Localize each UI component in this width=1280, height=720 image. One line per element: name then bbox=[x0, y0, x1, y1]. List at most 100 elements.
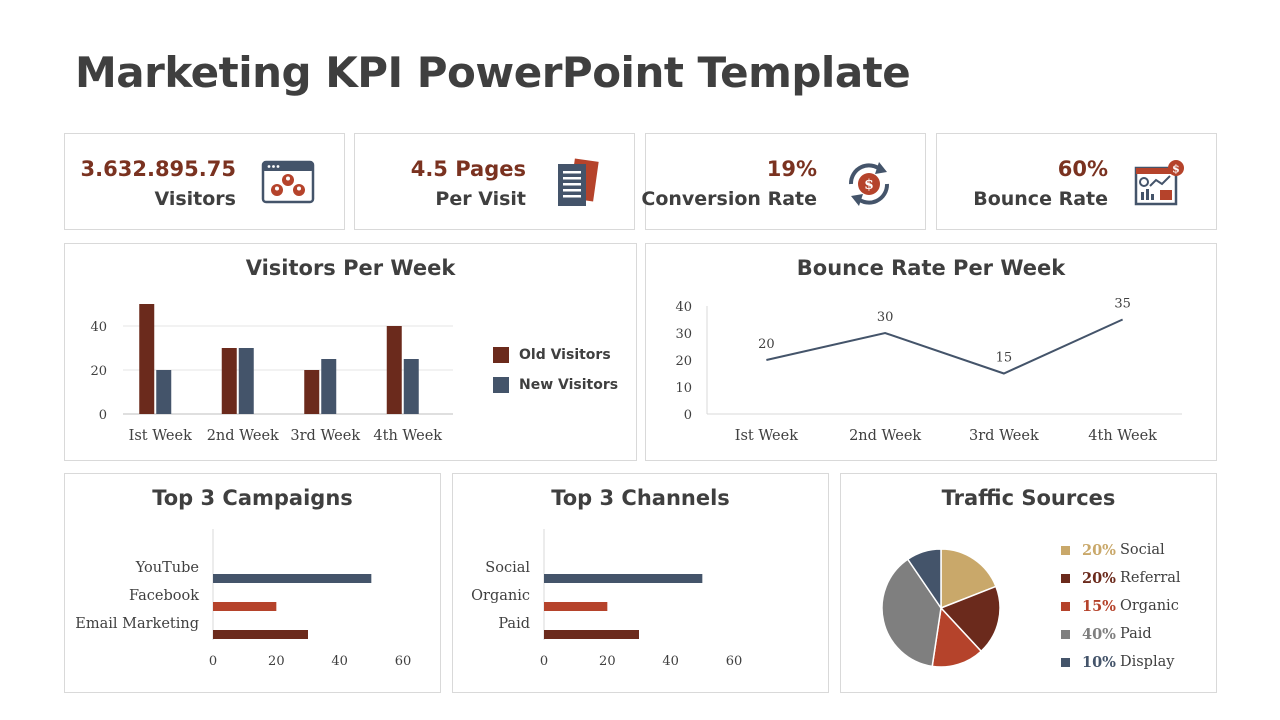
y-tick-label: 40 bbox=[675, 300, 692, 315]
bar-old-visitors bbox=[304, 370, 320, 414]
category-label: Paid bbox=[498, 616, 530, 632]
bar-new-visitors bbox=[238, 348, 254, 414]
x-tick-label: 4th Week bbox=[373, 428, 442, 444]
chart-title: Bounce Rate Per Week bbox=[796, 256, 1066, 280]
bar-old-visitors bbox=[386, 326, 402, 414]
legend-percent: 20% bbox=[1082, 569, 1116, 587]
pie-slice-display bbox=[906, 548, 942, 611]
data-label: 35 bbox=[1114, 297, 1131, 312]
kpi-value: 60% bbox=[1057, 157, 1108, 181]
bar-social bbox=[544, 574, 703, 583]
bar-facebook bbox=[213, 602, 277, 611]
bar-new-visitors bbox=[156, 370, 172, 414]
bar-organic bbox=[544, 602, 608, 611]
bar-old-visitors bbox=[139, 304, 155, 414]
category-label: YouTube bbox=[135, 560, 199, 576]
data-label: 15 bbox=[996, 351, 1013, 366]
category-label: Email Marketing bbox=[75, 616, 199, 632]
legend-percent: 20% bbox=[1082, 541, 1116, 559]
bar-paid bbox=[544, 630, 639, 639]
chart-legend: Old Visitors New Visitors bbox=[493, 340, 618, 400]
bounce-dashboard-icon: $ bbox=[1134, 160, 1184, 206]
legend-item-paid: 40% Paid bbox=[1061, 620, 1181, 648]
kpi-value: 3.632.895.75 bbox=[80, 157, 236, 181]
kpi-value: 19% bbox=[766, 157, 817, 181]
bar-new-visitors bbox=[321, 359, 337, 414]
legend-swatch bbox=[1061, 601, 1070, 611]
kpi-label: Bounce Rate bbox=[973, 188, 1108, 210]
legend-item-new-visitors: New Visitors bbox=[493, 370, 618, 400]
legend-item-old-visitors: Old Visitors bbox=[493, 340, 618, 370]
pie-legend: 20% Social 20% Referral 15% Organic 40% Paid 10%… bbox=[1061, 536, 1181, 676]
pie-slice-social bbox=[940, 548, 997, 610]
legend-label: Old Visitors bbox=[519, 347, 611, 363]
legend-item-display: 10% Display bbox=[1061, 648, 1181, 676]
legend-percent: 10% bbox=[1082, 653, 1116, 671]
legend-item-referral: 20% Referral bbox=[1061, 564, 1181, 592]
y-tick-label: 10 bbox=[675, 381, 692, 396]
legend-label: Display bbox=[1119, 654, 1175, 670]
legend-swatch bbox=[1061, 545, 1070, 555]
traffic-sources-card: Traffic Sources 20% Social 20% Referral 15% O… bbox=[840, 473, 1217, 693]
x-tick-label: 3rd Week bbox=[969, 428, 1039, 444]
kpi-card-visitors: 3.632.895.75 Visitors bbox=[64, 133, 345, 230]
visitors-browser-icon bbox=[261, 160, 315, 204]
legend-swatch bbox=[1061, 657, 1070, 667]
channels-bar-chart: Social Organic Paid 0 20 40 60 bbox=[471, 529, 743, 669]
legend-label: Social bbox=[1119, 542, 1165, 558]
x-tick-label: 20 bbox=[268, 654, 285, 669]
legend-label: Organic bbox=[1119, 598, 1179, 614]
x-tick-label: Ist Week bbox=[129, 428, 192, 444]
bounce-rate-card: Bounce Rate Per Week 0 10 20 30 40 Ist Week 20… bbox=[645, 243, 1217, 461]
kpi-card-bounce: 60% Bounce Rate $ bbox=[936, 133, 1217, 230]
legend-swatch bbox=[493, 377, 509, 393]
x-tick-label: Ist Week bbox=[735, 428, 798, 444]
legend-percent: 15% bbox=[1082, 597, 1116, 615]
kpi-label: Visitors bbox=[154, 188, 236, 210]
bar-old-visitors bbox=[221, 348, 237, 414]
legend-swatch bbox=[1061, 629, 1070, 639]
legend-item-organic: 15% Organic bbox=[1061, 592, 1181, 620]
x-tick-label: 4th Week bbox=[1088, 428, 1157, 444]
chart-title: Top 3 Channels bbox=[551, 486, 730, 510]
top-campaigns-card: Top 3 Campaigns YouTube Facebook Email Mar… bbox=[64, 473, 441, 693]
legend-label: Referral bbox=[1119, 570, 1181, 586]
category-label: Organic bbox=[471, 588, 530, 604]
pie-slice-organic bbox=[931, 606, 983, 668]
x-tick-label: 0 bbox=[209, 654, 217, 669]
legend-label: Paid bbox=[1119, 626, 1152, 642]
data-label: 30 bbox=[877, 310, 894, 325]
x-tick-label: 20 bbox=[599, 654, 616, 669]
bar-email-marketing bbox=[213, 630, 308, 639]
bar-youtube bbox=[213, 574, 372, 583]
legend-swatch bbox=[1061, 573, 1070, 583]
x-tick-label: 2nd Week bbox=[849, 428, 921, 444]
x-tick-label: 40 bbox=[331, 654, 348, 669]
category-label: Facebook bbox=[129, 588, 199, 604]
bar-new-visitors bbox=[403, 359, 419, 414]
kpi-card-pages: 4.5 Pages Per Visit bbox=[354, 133, 635, 230]
kpi-label: Conversion Rate bbox=[641, 188, 817, 210]
x-tick-label: 60 bbox=[726, 654, 743, 669]
legend-label: New Visitors bbox=[519, 377, 619, 393]
page-title: Marketing KPI PowerPoint Template bbox=[75, 48, 911, 97]
x-tick-label: 2nd Week bbox=[207, 428, 279, 444]
category-label: Social bbox=[485, 560, 530, 576]
y-tick-label: 40 bbox=[90, 320, 107, 335]
pie-slice-paid bbox=[881, 558, 942, 668]
legend-percent: 40% bbox=[1082, 625, 1116, 643]
bounce-rate-line bbox=[766, 318, 1124, 375]
svg-text:$: $ bbox=[1172, 163, 1180, 176]
visitors-bar-chart: 0 20 40 Ist Week 2nd Week 3rd Week 4th Week bbox=[90, 304, 453, 444]
x-tick-label: 60 bbox=[395, 654, 412, 669]
kpi-label: Per Visit bbox=[435, 188, 526, 210]
chart-title: Traffic Sources bbox=[941, 486, 1116, 510]
chart-title: Top 3 Campaigns bbox=[152, 486, 353, 510]
bounce-line-chart: 0 10 20 30 40 Ist Week 20 2nd Week 30 3rd Week 15 4… bbox=[675, 297, 1182, 444]
traffic-pie-chart bbox=[881, 548, 1001, 668]
top-channels-card: Top 3 Channels Social Organic Paid 0 20 40 60 bbox=[452, 473, 829, 693]
chart-title: Visitors Per Week bbox=[245, 256, 456, 280]
visitors-per-week-card: Visitors Per Week 0 20 40 Ist Week 2nd Week 3… bbox=[64, 243, 637, 461]
y-tick-label: 0 bbox=[684, 408, 692, 423]
x-tick-label: 3rd Week bbox=[290, 428, 360, 444]
